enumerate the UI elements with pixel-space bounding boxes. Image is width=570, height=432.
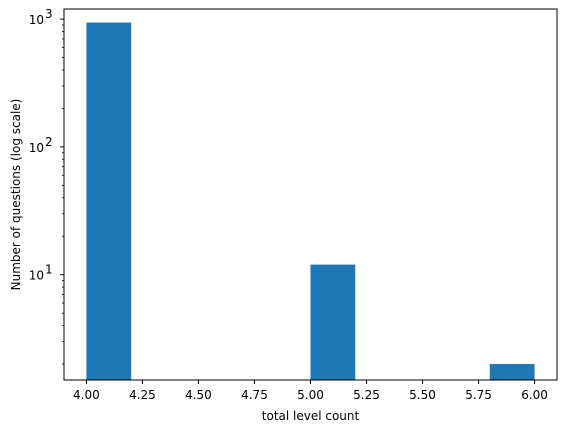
y-tick-exponent: 3 [45,7,53,21]
histogram-bar-0 [86,22,132,381]
x-tick-label: 5.50 [409,388,436,402]
x-tick-label: 5.25 [353,388,380,402]
x-axis-ticks: 4.00 4.25 4.50 4.75 5.00 5.25 5.50 5.75 6.00 [73,380,548,402]
x-tick-label: 6.00 [521,388,548,402]
y-tick-exponent: 2 [45,135,53,149]
x-tick-label: 4.00 [73,388,100,402]
histogram-bar-5 [310,264,356,380]
x-axis-label: total level count [262,409,360,423]
x-tick-label: 4.25 [129,388,156,402]
x-tick-label: 4.50 [185,388,212,402]
y-tick-exponent: 1 [45,263,53,277]
y-tick-label: 10 [29,141,44,155]
x-tick-label: 4.75 [241,388,268,402]
bars-group [86,22,535,381]
y-tick-label: 10 [29,13,44,27]
histogram-bar-9 [489,364,535,380]
y-tick-label: 10 [29,269,44,283]
plot-frame [63,8,558,381]
x-tick-label: 5.75 [465,388,492,402]
y-axis-label: Number of questions (log scale) [9,99,23,291]
x-tick-label: 5.00 [297,388,324,402]
